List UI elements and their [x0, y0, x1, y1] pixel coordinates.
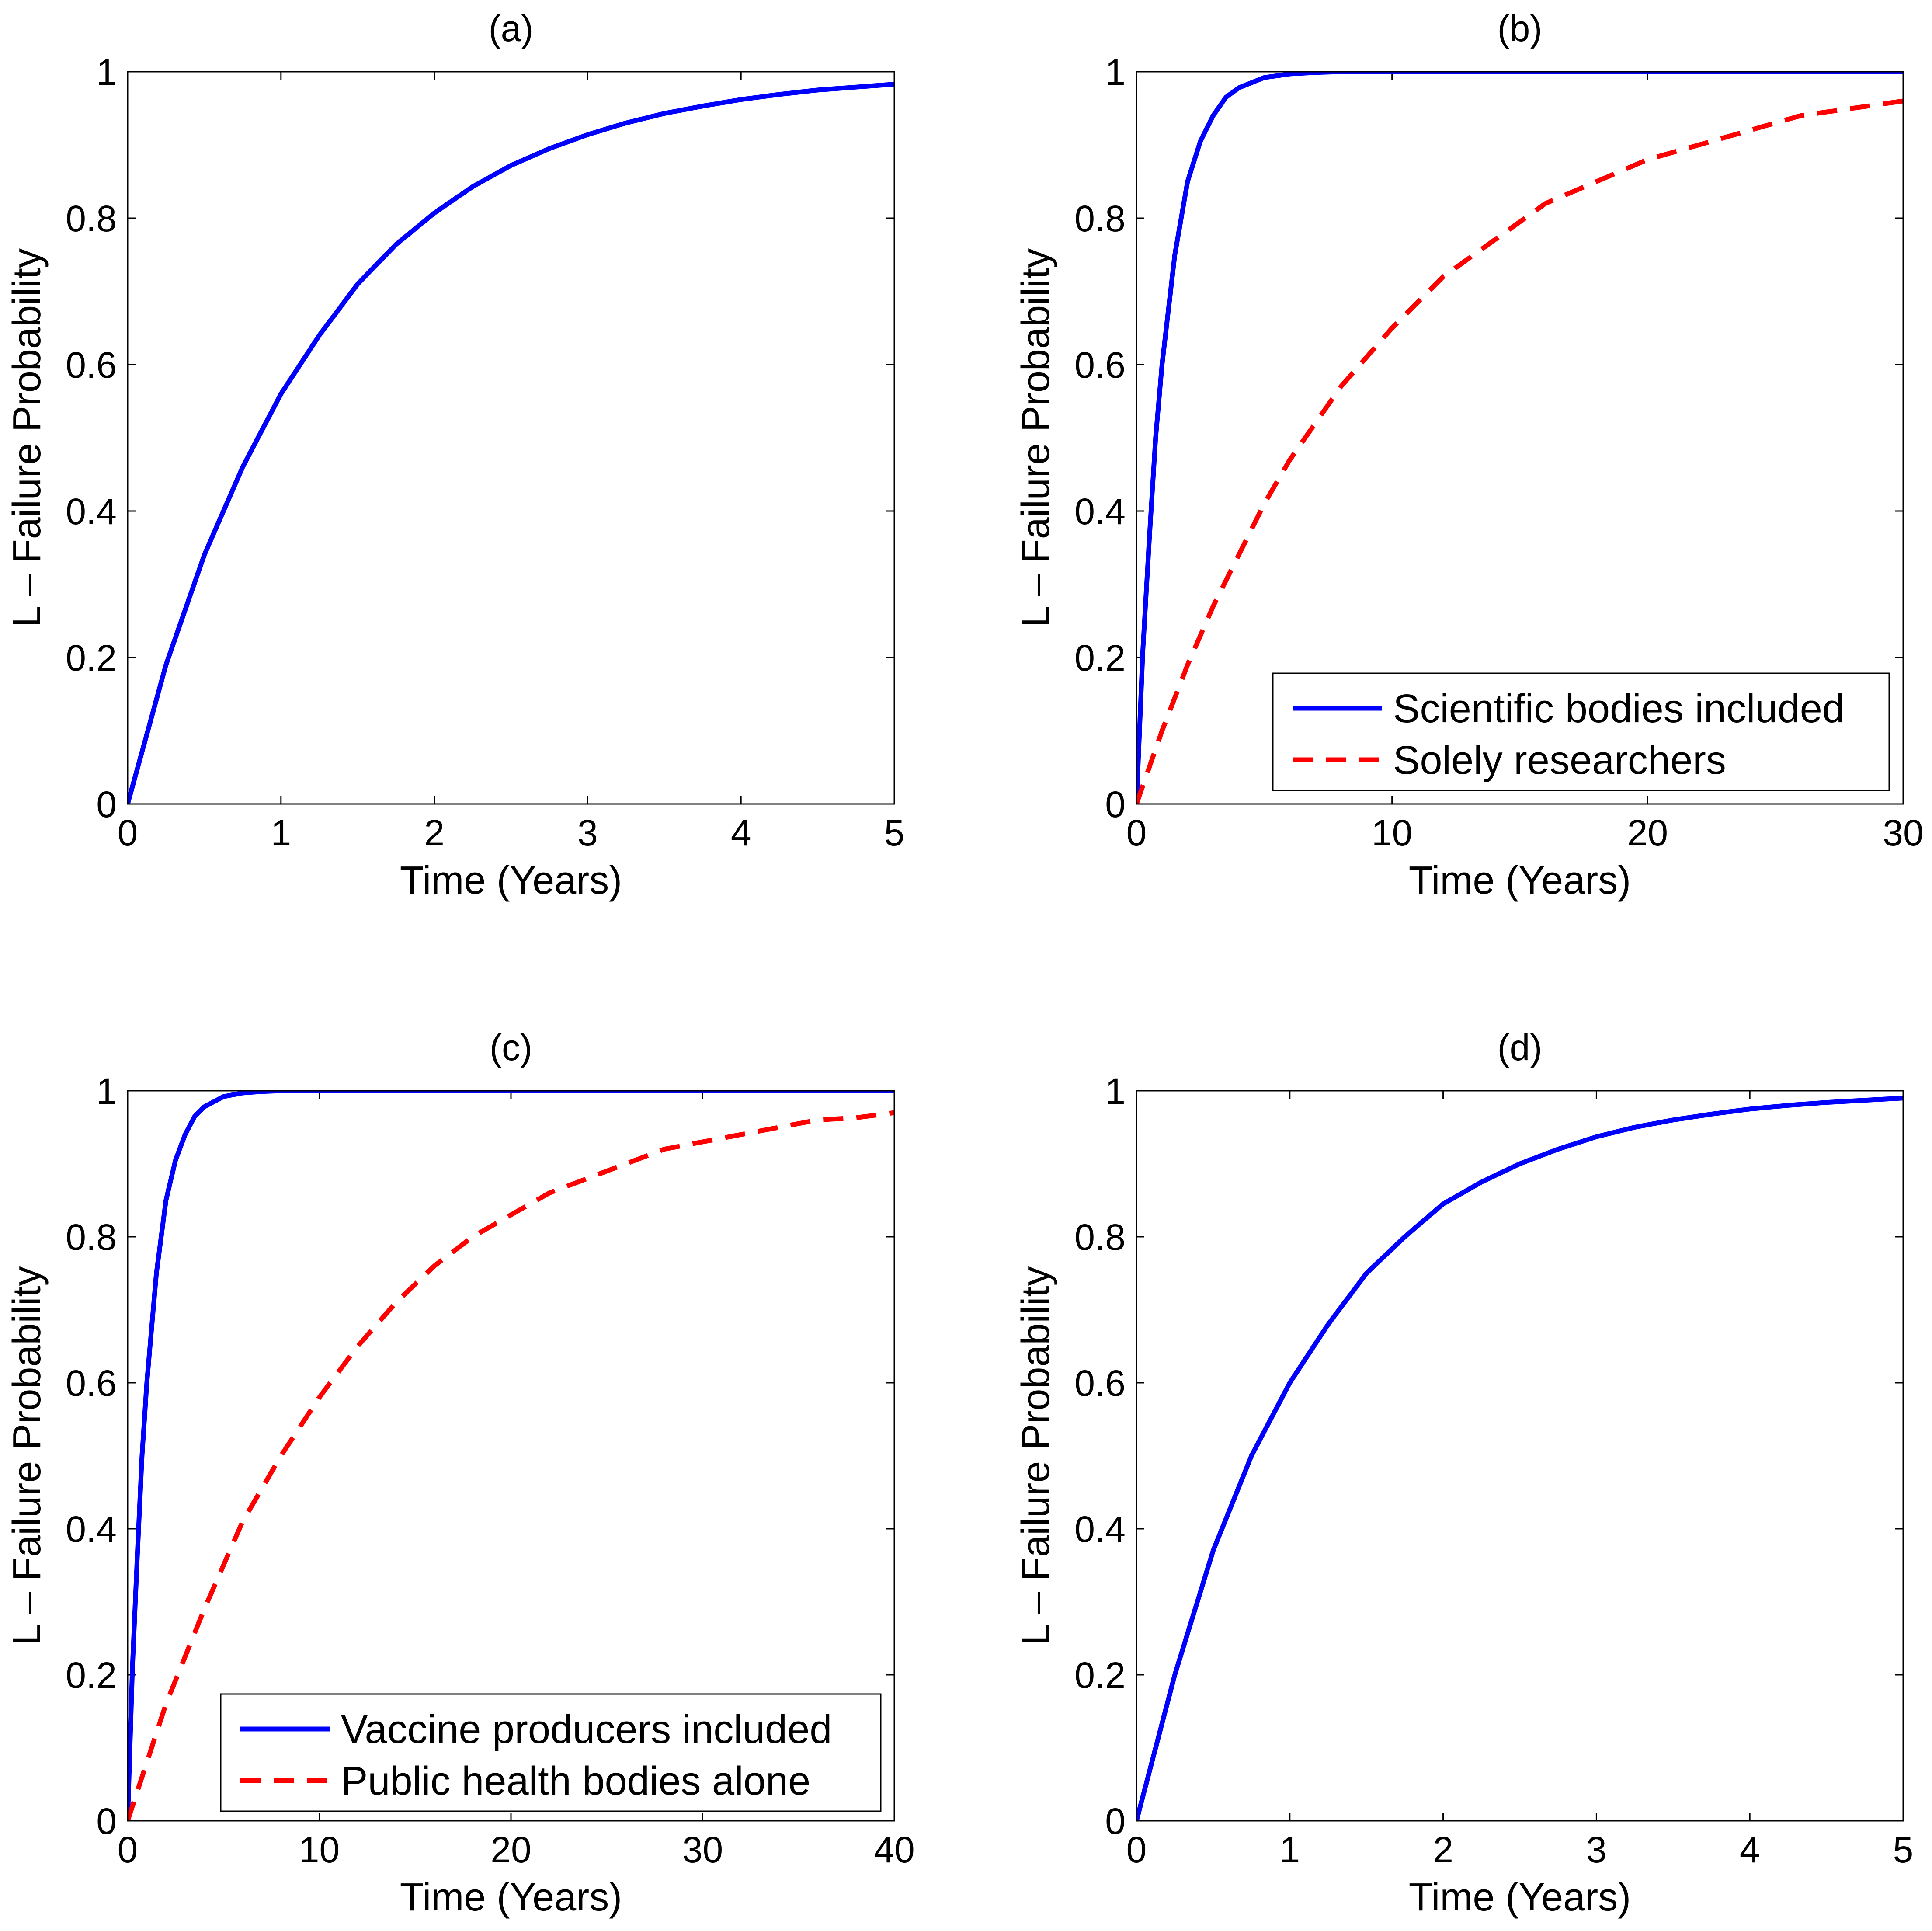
y-tick-label: 1: [1105, 52, 1126, 93]
y-axis-label: L – Failure Probability: [5, 248, 49, 627]
x-tick-label: 0: [118, 812, 138, 853]
x-tick-label: 5: [1893, 1829, 1914, 1870]
y-tick-label: 1: [1105, 1071, 1126, 1112]
panel-title: (c): [490, 1027, 532, 1068]
y-tick-label: 0.2: [66, 637, 117, 678]
y-tick-label: 0.8: [66, 198, 117, 239]
panel-title: (b): [1498, 8, 1543, 49]
series-line-1: [128, 82, 894, 804]
chart-panel-d: (d) 0 1 2 3 4 5 0 0.2 0.4 0.6 0.8 1 Time (Years) L – F…: [1014, 1027, 1913, 1919]
series-line-1: [1136, 1096, 1903, 1821]
y-tick-label: 0.4: [66, 1509, 117, 1550]
y-tick-label: 0.2: [1074, 1655, 1126, 1696]
plot-frame: [127, 1090, 895, 1822]
y-axis-label: L – Failure Probability: [1014, 1266, 1058, 1645]
x-tick-label: 0: [1126, 1829, 1147, 1870]
x-tick-label: 10: [299, 1829, 340, 1870]
legend-label: Scientific bodies included: [1393, 686, 1845, 731]
x-tick-label: 0: [118, 1829, 138, 1870]
chart-panel-b: (b) 0 10 20 30 0 0.2 0.4 0.6 0.8 1 Time (Years) L – …: [1014, 8, 1924, 902]
y-tick-label: 0.6: [1074, 344, 1126, 386]
y-tick-label: 0.6: [66, 1363, 117, 1404]
y-tick-label: 0: [96, 1801, 117, 1842]
x-tick-label: 2: [424, 812, 445, 853]
x-axis-label: Time (Years): [400, 1875, 622, 1919]
x-tick-label: 20: [490, 1829, 531, 1870]
chart-panel-c: (c) 0 10 20 30 40 0 0.2 0.4 0.6 0.8 1 Time (Years) L …: [5, 1027, 915, 1919]
x-tick-label: 3: [1586, 1829, 1607, 1870]
x-tick-label: 40: [874, 1829, 914, 1870]
chart-panel-a: (a) 0 1 2 3 4 5 0 0.2 0.4 0.6 0.8 1 Time (Years) L – F…: [5, 8, 904, 902]
legend: Scientific bodies included Solely researc…: [1272, 672, 1890, 791]
series-line-2: [128, 1110, 894, 1821]
y-tick-label: 0.8: [1074, 198, 1126, 239]
y-tick-label: 0.8: [66, 1217, 117, 1258]
y-tick-label: 0.2: [1074, 637, 1126, 678]
series-line-1: [128, 1091, 894, 1821]
legend: Vaccine producers included Public health …: [220, 1693, 882, 1812]
y-tick-label: 0: [1105, 784, 1126, 825]
plot-frame: [127, 71, 895, 805]
y-tick-label: 0: [1105, 1801, 1126, 1842]
plot-frame: [1136, 1090, 1904, 1822]
legend-box: [1272, 672, 1890, 791]
x-axis-label: Time (Years): [400, 859, 622, 902]
x-axis-label: Time (Years): [1409, 1875, 1631, 1919]
legend-box: [220, 1693, 882, 1812]
y-tick-label: 0.6: [66, 344, 117, 386]
y-tick-label: 0.4: [1074, 1509, 1126, 1550]
y-tick-label: 1: [96, 52, 117, 93]
x-tick-label: 4: [731, 812, 751, 853]
x-tick-label: 1: [271, 812, 291, 853]
y-axis-label: L – Failure Probability: [1014, 248, 1058, 627]
x-axis-label: Time (Years): [1409, 859, 1631, 902]
legend-label: Public health bodies alone: [341, 1759, 810, 1803]
y-axis-label: L – Failure Probability: [5, 1266, 49, 1645]
x-tick-label: 1: [1279, 1829, 1300, 1870]
x-tick-label: 3: [577, 812, 598, 853]
y-tick-label: 0.2: [66, 1655, 117, 1696]
x-tick-label: 0: [1126, 812, 1147, 853]
plot-frame: [1136, 71, 1904, 805]
y-tick-label: 0.4: [1074, 491, 1126, 532]
series-line-2: [1136, 98, 1903, 804]
x-tick-label: 30: [1883, 812, 1923, 853]
y-tick-label: 0.8: [1074, 1217, 1126, 1258]
x-tick-label: 5: [884, 812, 905, 853]
x-tick-label: 10: [1372, 812, 1412, 853]
y-tick-label: 1: [96, 1071, 117, 1112]
legend-label: Solely researchers: [1393, 738, 1726, 783]
panel-title: (a): [489, 8, 534, 49]
x-tick-label: 4: [1740, 1829, 1760, 1870]
y-tick-label: 0.4: [66, 491, 117, 532]
y-tick-label: 0: [96, 784, 117, 825]
x-tick-label: 20: [1627, 812, 1668, 853]
legend-label: Vaccine producers included: [341, 1707, 832, 1752]
series-line-1: [1136, 72, 1903, 804]
x-tick-label: 30: [682, 1829, 723, 1870]
panel-title: (d): [1498, 1027, 1543, 1068]
y-tick-label: 0.6: [1074, 1363, 1126, 1404]
x-tick-label: 2: [1433, 1829, 1453, 1870]
